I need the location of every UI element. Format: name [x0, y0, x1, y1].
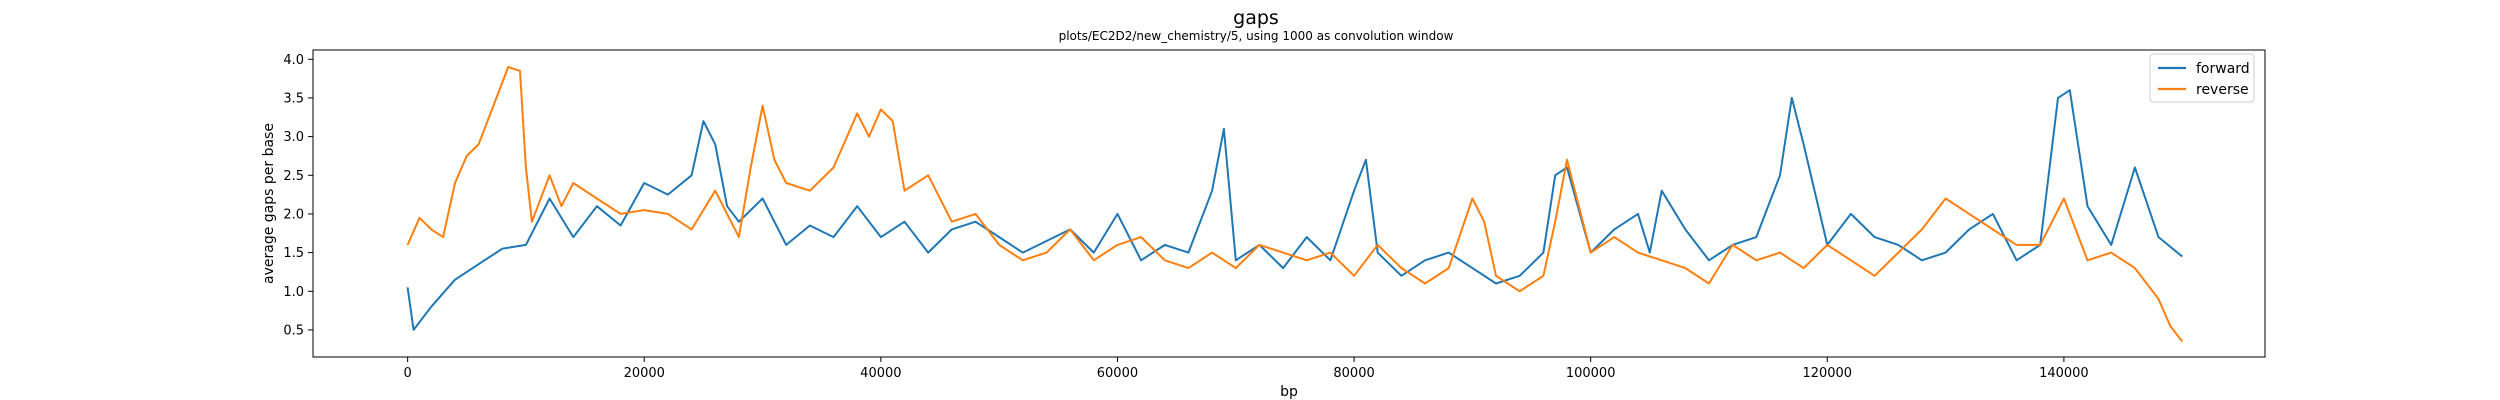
x-tick-label: 120000	[1802, 366, 1852, 381]
x-tick-label: 60000	[1097, 366, 1138, 381]
y-tick-label: 3.5	[283, 91, 304, 106]
legend-label-reverse: reverse	[2196, 82, 2249, 98]
y-tick-label: 1.5	[283, 246, 304, 261]
x-axis-label: bp	[1280, 384, 1298, 400]
y-tick-label: 4.0	[283, 53, 304, 68]
legend-label-forward: forward	[2196, 61, 2250, 77]
x-tick-label: 0	[404, 366, 412, 381]
x-tick-label: 140000	[2039, 366, 2089, 381]
y-tick-label: 3.0	[283, 130, 304, 145]
x-tick-label: 20000	[624, 366, 665, 381]
plot-area	[406, 66, 2183, 343]
y-tick-label: 0.5	[283, 323, 304, 338]
series-line-forward	[406, 89, 2183, 331]
x-tick-label: 100000	[1566, 366, 1616, 381]
y-tick-label: 2.0	[283, 207, 304, 222]
x-axis-ticks: 0 20000 40000 60000 80000 100000 120000 140000	[404, 357, 2089, 381]
y-tick-label: 2.5	[283, 169, 304, 184]
chart-title: gaps	[1233, 7, 1279, 29]
y-tick-label: 1.0	[283, 285, 304, 300]
y-axis-ticks: 0.5 1.0 1.5 2.0 2.5 3.0 3.5 4.0	[283, 53, 313, 338]
legend: forward reverse	[2149, 53, 2255, 103]
series-line-reverse	[406, 66, 2183, 343]
chart-subtitle: plots/EC2D2/new_chemistry/5, using 1000 …	[1059, 29, 1454, 43]
plot-frame	[312, 49, 2266, 358]
y-axis-label: average gaps per base	[261, 123, 277, 284]
x-tick-label: 40000	[860, 366, 901, 381]
x-tick-label: 80000	[1333, 366, 1374, 381]
